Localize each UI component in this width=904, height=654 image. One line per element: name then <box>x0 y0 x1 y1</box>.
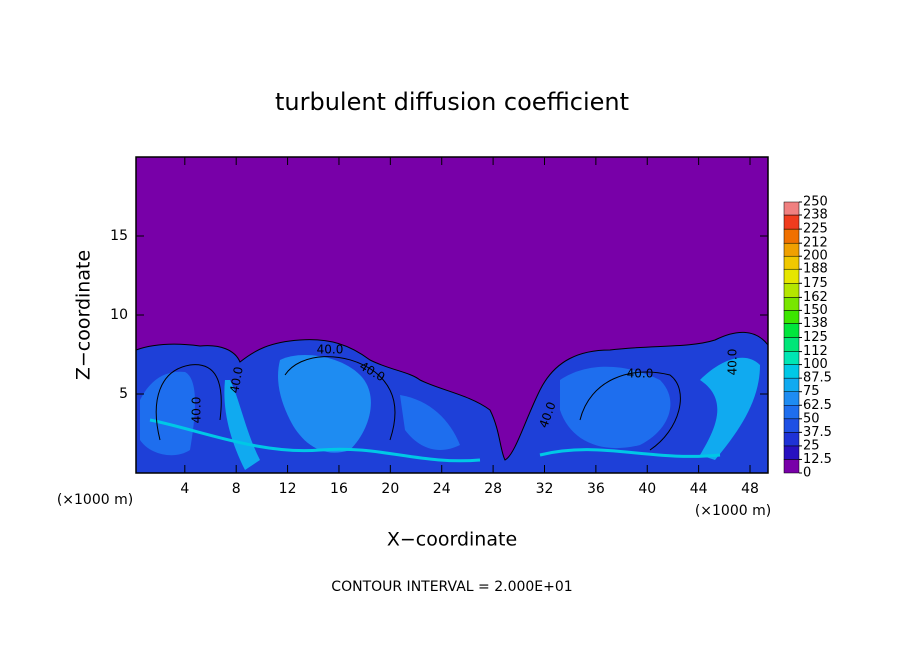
colorbar-segment <box>783 391 800 406</box>
x-tick-label: 12 <box>279 481 297 497</box>
field-region <box>278 355 371 453</box>
colorbar-segment <box>783 228 800 244</box>
colorbar-tick-label: 62.5 <box>803 398 832 413</box>
x-tick-label: 28 <box>484 481 502 497</box>
x-tick-label: 44 <box>690 481 708 497</box>
colorbar-segment <box>783 418 800 433</box>
colorbar-tick-label: 12.5 <box>803 452 832 467</box>
contour-line <box>579 371 681 451</box>
colorbar-tick-label: 87.5 <box>803 371 832 386</box>
x-tick-label: 24 <box>433 481 451 497</box>
x-tick-label: 32 <box>536 481 554 497</box>
colorbar-segment <box>783 214 800 230</box>
colorbar-tick-label: 25 <box>803 438 820 453</box>
y-tick-label: 15 <box>110 228 128 244</box>
colorbar-segment <box>783 283 800 298</box>
x-unit-label: (×1000 m) <box>695 503 771 519</box>
colorbar-tick-label: 100 <box>803 357 828 372</box>
x-tick-label: 8 <box>232 481 241 497</box>
contour-label: 40.0 <box>317 343 344 357</box>
colorbar-tick-label: 188 <box>803 262 828 277</box>
x-tick-label: 40 <box>638 481 656 497</box>
x-tick-label: 48 <box>741 481 759 497</box>
colorbar-tick-label: 125 <box>803 330 828 345</box>
field-region <box>400 395 460 450</box>
colorbar-segment <box>783 445 800 460</box>
colorbar-tick-label: 238 <box>803 208 828 223</box>
chart-title: turbulent diffusion coefficient <box>275 88 629 116</box>
field-streak <box>539 448 721 458</box>
colorbar-tick-label: 50 <box>803 411 820 426</box>
contour-label: 40.0 <box>627 367 654 381</box>
colorbar-tick-label: 138 <box>803 316 828 331</box>
contour-label: 40.0 <box>227 366 245 395</box>
colorbar-segment <box>783 459 800 474</box>
field <box>135 156 769 474</box>
field-region <box>560 366 671 449</box>
colorbar-tick-label: 200 <box>803 249 828 264</box>
colorbar-tick-label: 75 <box>803 384 820 399</box>
footnote: CONTOUR INTERVAL = 2.000E+01 <box>331 579 572 595</box>
colorbar-segment <box>783 268 800 284</box>
colorbar-tick-label: 162 <box>803 290 828 305</box>
x-tick-label: 4 <box>180 481 189 497</box>
x-tick-label: 20 <box>381 481 399 497</box>
field-region <box>700 357 760 460</box>
colorbar-tick-label: 150 <box>803 303 828 318</box>
colorbar-segment <box>783 337 800 352</box>
colorbar-tick-label: 175 <box>803 276 828 291</box>
field-region <box>224 380 260 470</box>
x-unit-label: (×1000 m) <box>57 492 133 508</box>
colorbar-segment <box>783 310 800 324</box>
colorbar-segment <box>783 405 800 420</box>
x-tick-label: 36 <box>587 481 605 497</box>
colorbar-segment <box>783 297 800 311</box>
colorbar-tick-label: 250 <box>803 195 828 210</box>
contour-label: 40.0 <box>190 397 204 424</box>
colorbar-segment <box>783 242 800 257</box>
field-region <box>140 371 195 456</box>
x-tick-label: 16 <box>330 481 348 497</box>
colorbar-tick-label: 37.5 <box>803 425 832 440</box>
colorbar-segment <box>783 201 800 216</box>
colorbar-tick-label: 112 <box>803 344 828 359</box>
colorbar-tick-label: 212 <box>803 236 828 251</box>
colorbar-segment <box>783 255 800 270</box>
y-axis-label: Z−coordinate <box>73 250 95 380</box>
contour-line <box>284 356 396 441</box>
x-axis-label: X−coordinate <box>387 529 517 551</box>
colorbar-segment <box>783 323 800 338</box>
colorbar-segment <box>783 377 800 392</box>
y-tick-label: 10 <box>110 307 128 323</box>
colorbar-segment <box>783 432 800 447</box>
contour-line <box>155 364 222 441</box>
y-tick-label: 5 <box>119 386 128 402</box>
colorbar-segment <box>783 351 800 365</box>
colorbar-tick-label: 0 <box>803 466 811 481</box>
contour-label: 40.0 <box>726 349 740 376</box>
field-streak <box>149 418 481 463</box>
colorbar-segment <box>783 364 800 379</box>
colorbar-tick-label: 225 <box>803 222 828 237</box>
